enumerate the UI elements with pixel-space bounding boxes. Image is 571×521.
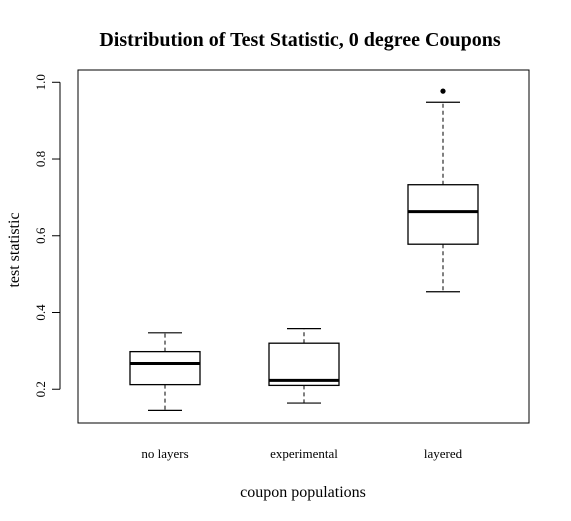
x-tick-label: experimental bbox=[270, 446, 338, 461]
y-axis: 0.2 0.4 0.6 0.8 1.0 bbox=[33, 74, 60, 397]
box-series bbox=[130, 89, 478, 411]
y-tick-label: 0.4 bbox=[33, 304, 48, 321]
x-tick-label: no layers bbox=[141, 446, 188, 461]
y-tick-label: 0.2 bbox=[33, 381, 48, 397]
chart-title: Distribution of Test Statistic, 0 degree… bbox=[99, 29, 501, 51]
x-axis: no layers experimental layered bbox=[141, 446, 462, 461]
box-no-layers bbox=[130, 333, 200, 411]
interquartile-box bbox=[408, 185, 478, 244]
interquartile-box bbox=[130, 352, 200, 385]
outlier-point bbox=[440, 89, 445, 94]
x-tick-label: layered bbox=[424, 446, 463, 461]
x-axis-title: coupon populations bbox=[240, 484, 366, 501]
box-experimental bbox=[269, 329, 339, 403]
box-layered bbox=[408, 89, 478, 292]
y-tick-label: 0.6 bbox=[33, 227, 48, 244]
y-tick-label: 1.0 bbox=[33, 74, 48, 90]
y-axis-title: test statistic bbox=[6, 212, 23, 287]
y-tick-label: 0.8 bbox=[33, 151, 48, 167]
